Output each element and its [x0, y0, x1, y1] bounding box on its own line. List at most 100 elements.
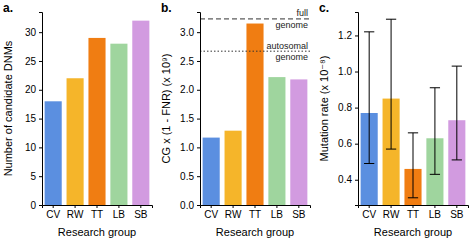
- bar: [290, 79, 307, 205]
- y-axis: 051015202530: [25, 13, 43, 211]
- y-tick-label: 2.5: [180, 56, 194, 67]
- panel: 0.40.60.81.01.2CVRWTTLBSBResearch groupM…: [318, 1, 469, 245]
- y-tick: 0.4: [338, 174, 358, 185]
- x-axis-line: [359, 206, 469, 209]
- panel: 051015202530CVRWTTLBSBResearch groupNumb…: [2, 1, 153, 238]
- x-tick-label: CV: [204, 209, 218, 220]
- error-bar-line: [391, 19, 392, 149]
- y-tick-label: 2.0: [180, 84, 194, 95]
- error-bar-cap: [364, 31, 374, 32]
- y-tick-label: 3.0: [180, 27, 194, 38]
- x-axis-line: [201, 206, 311, 209]
- y-tick-label: 1.2: [338, 30, 352, 41]
- y-axis-title: Number of candidate DNMs: [2, 40, 14, 176]
- error-bar-cap: [430, 174, 440, 175]
- y-tick: 0.8: [338, 102, 358, 113]
- error-bar-cap: [430, 87, 440, 88]
- y-axis-line: [197, 13, 201, 206]
- x-tick-mark: [140, 205, 141, 208]
- figure: 051015202530CVRWTTLBSBResearch groupNumb…: [0, 0, 474, 245]
- y-tick-label: 1.0: [338, 66, 352, 77]
- x-tick-label: RW: [67, 209, 84, 220]
- x-axis: CVRWTTLBSB: [201, 205, 311, 220]
- bar: [67, 78, 84, 205]
- x-tick: SB: [292, 205, 306, 220]
- bar: [88, 38, 105, 205]
- y-tick-mark: [39, 119, 42, 120]
- x-tick: RW: [225, 205, 242, 220]
- x-tick: LB: [113, 205, 126, 220]
- panel: fullgenomeautosomalgenome0.00.51.01.52.0…: [160, 1, 311, 238]
- y-tick-label: 0: [30, 200, 36, 211]
- plot-area: 0.40.60.81.01.2CVRWTTLBSBResearch groupM…: [318, 13, 469, 245]
- error-bar: [430, 88, 440, 175]
- y-tick-mark: [197, 176, 200, 177]
- x-axis-title: Research group: [58, 226, 136, 238]
- bar: [268, 77, 285, 205]
- x-tick-mark: [369, 205, 370, 208]
- y-tick-mark: [39, 147, 42, 148]
- y-tick: 1.0: [338, 66, 358, 77]
- error-bar-cap: [364, 163, 374, 164]
- y-tick-mark: [197, 61, 200, 62]
- x-axis-title: Research group: [374, 226, 452, 238]
- y-tick-mark: [355, 35, 358, 36]
- x-tick-label: LB: [271, 209, 284, 220]
- y-axis-title: Mutation rate (x 10⁻⁸): [318, 56, 330, 162]
- bar: [203, 138, 220, 205]
- bar: [110, 44, 127, 205]
- y-tick-mark: [197, 147, 200, 148]
- x-tick-label: TT: [91, 209, 103, 220]
- error-bar-cap: [452, 159, 462, 160]
- x-tick: RW: [67, 205, 84, 220]
- marks: [361, 19, 466, 205]
- bar: [225, 131, 242, 205]
- x-tick: TT: [91, 205, 103, 220]
- x-tick: CV: [46, 205, 60, 220]
- x-tick-mark: [391, 205, 392, 208]
- x-tick: LB: [429, 205, 442, 220]
- y-axis: 0.00.51.01.52.02.53.0: [180, 13, 200, 211]
- y-tick-label: 0.5: [180, 171, 194, 182]
- x-tick-mark: [97, 205, 98, 208]
- x-axis-title: Research group: [216, 226, 294, 238]
- x-tick-mark: [118, 205, 119, 208]
- y-tick-label: 10: [25, 142, 37, 153]
- y-tick: 1.0: [180, 142, 200, 153]
- error-bar-line: [456, 66, 457, 160]
- marks: [200, 19, 310, 205]
- x-tick-mark: [53, 205, 54, 208]
- x-tick-label: CV: [362, 209, 376, 220]
- error-bar-line: [413, 133, 414, 198]
- reference-label: fullgenome: [275, 8, 308, 30]
- y-tick-mark: [355, 180, 358, 181]
- x-axis: CVRWTTLBSB: [359, 205, 469, 220]
- x-tick: LB: [271, 205, 284, 220]
- x-tick: SB: [134, 205, 148, 220]
- y-tick-label: 15: [25, 113, 37, 124]
- x-tick-mark: [413, 205, 414, 208]
- y-tick-mark: [39, 90, 42, 91]
- x-tick-mark: [276, 205, 277, 208]
- error-bar-cap: [408, 132, 418, 133]
- y-tick-mark: [39, 32, 42, 33]
- y-tick-mark: [197, 32, 200, 33]
- x-tick: TT: [407, 205, 419, 220]
- y-tick: 1.5: [180, 113, 200, 124]
- x-tick-mark: [456, 205, 457, 208]
- x-tick-label: SB: [450, 209, 464, 220]
- y-tick-label: 0.6: [338, 138, 352, 149]
- error-bar-line: [434, 88, 435, 175]
- error-bar-cap: [408, 197, 418, 198]
- y-tick-label: 0.4: [338, 174, 352, 185]
- x-tick-mark: [255, 205, 256, 208]
- reference-label: autosomalgenome: [266, 41, 308, 63]
- x-axis-line: [43, 206, 153, 209]
- y-axis: 0.4 0.6 0.8 1.0 1.2: [338, 13, 358, 206]
- y-tick-label: 5: [30, 171, 36, 182]
- y-tick: 20: [25, 84, 42, 95]
- y-tick: 3.0: [180, 27, 200, 38]
- x-tick: CV: [362, 205, 376, 220]
- y-tick-label: 0.8: [338, 102, 352, 113]
- error-bar-cap: [386, 149, 396, 150]
